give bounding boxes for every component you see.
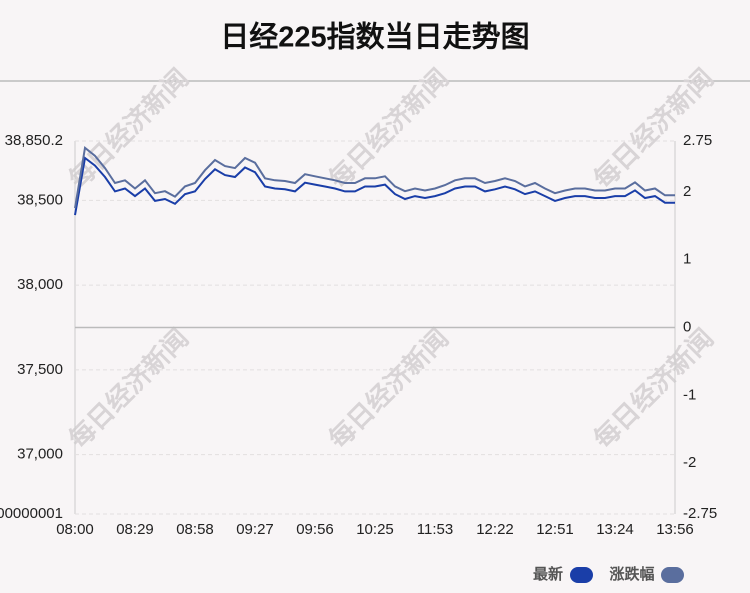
x-tick-label: 13:56 [656,521,694,538]
x-tick-label: 13:24 [596,521,634,538]
x-tick-label: 11:53 [417,521,453,538]
line-series [74,156,675,216]
y2-tick-label: 2 [683,183,691,200]
x-tick-label: 08:58 [176,521,214,538]
x-tick-label: 12:51 [536,521,574,538]
legend-label: 涨跌幅 [609,565,654,583]
y-tick-label: 37,000 [17,446,63,463]
x-tick-label: 09:56 [296,521,334,538]
y2-tick-label: -2 [683,454,696,471]
y-tick-label: 38,000 [17,276,63,293]
y2-tick-label: 1 [683,251,691,268]
y2-tick-label: 2.75 [683,132,712,149]
y2-tick-label: 0 [683,318,691,335]
y-tick-label: 38,850.2 [5,132,63,149]
x-tick-label: 08:29 [116,521,154,538]
y-tick-label: 38,500 [17,191,63,208]
y2-tick-label: -2.75 [683,505,717,522]
x-tick-label: 08:00 [56,521,94,538]
legend-label: 最新 [533,565,563,583]
x-tick-label: 12:22 [476,521,514,538]
y-tick-label: 36,649.8000000001 [0,505,63,522]
legend-swatch [570,567,593,583]
legend-swatch [661,567,684,583]
line-series [74,145,675,209]
y-tick-label: 37,500 [17,361,63,378]
x-tick-label: 09:27 [236,521,274,538]
x-tick-label: 10:25 [356,521,394,538]
chart-title: 日经225指数当日走势图 [220,20,529,54]
y2-tick-label: -1 [683,386,696,403]
